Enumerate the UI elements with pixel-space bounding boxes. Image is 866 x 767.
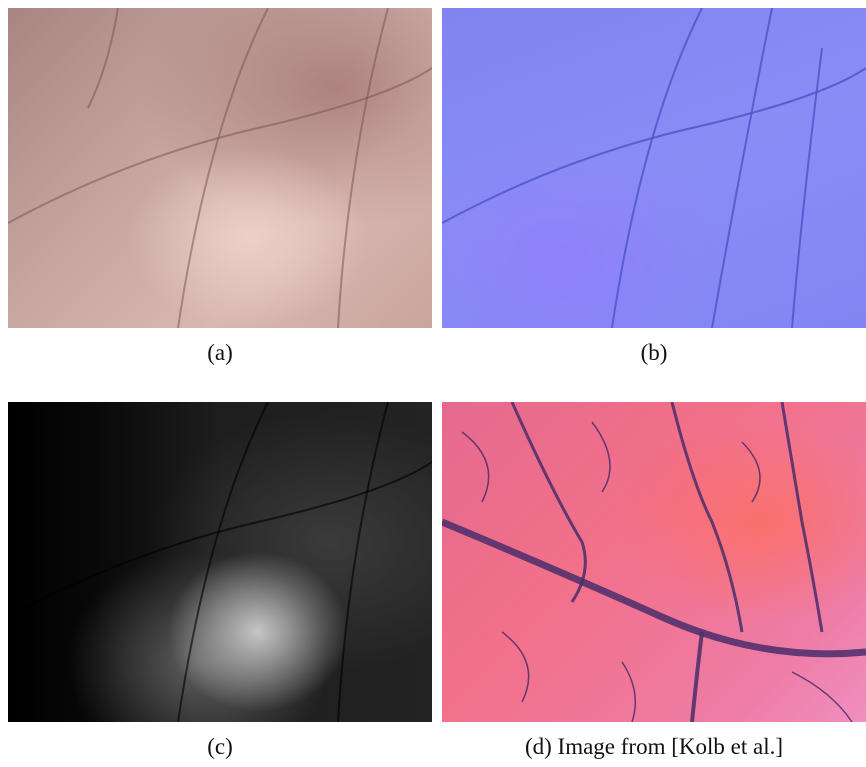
palm-lines	[8, 8, 432, 328]
normal-lines	[442, 8, 866, 328]
vessel-photo	[442, 402, 866, 722]
palm-photo	[8, 8, 432, 328]
caption: (d) Image from [Kolb et al.]	[442, 734, 866, 760]
caption: (c)	[8, 734, 432, 760]
caption: (b)	[442, 340, 866, 366]
normal-map	[442, 8, 866, 328]
page: (a) (b) (c) (d) Image from [Kolb et al.]…	[0, 0, 866, 767]
caption: (a)	[8, 340, 432, 366]
albedo-lines	[8, 402, 432, 722]
vessel-lines	[442, 402, 866, 722]
albedo-map	[8, 402, 432, 722]
